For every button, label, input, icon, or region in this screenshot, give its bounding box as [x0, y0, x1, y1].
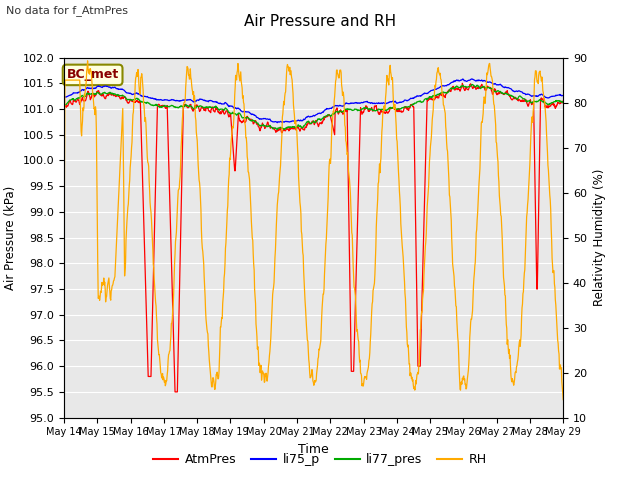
Legend: AtmPres, li75_p, li77_pres, RH: AtmPres, li75_p, li77_pres, RH	[148, 448, 492, 471]
Text: No data for f_AtmPres: No data for f_AtmPres	[6, 5, 129, 16]
X-axis label: Time: Time	[298, 443, 329, 456]
Y-axis label: Air Pressure (kPa): Air Pressure (kPa)	[4, 185, 17, 290]
Text: Air Pressure and RH: Air Pressure and RH	[244, 14, 396, 29]
Y-axis label: Relativity Humidity (%): Relativity Humidity (%)	[593, 169, 605, 306]
Text: BC_met: BC_met	[67, 68, 119, 82]
